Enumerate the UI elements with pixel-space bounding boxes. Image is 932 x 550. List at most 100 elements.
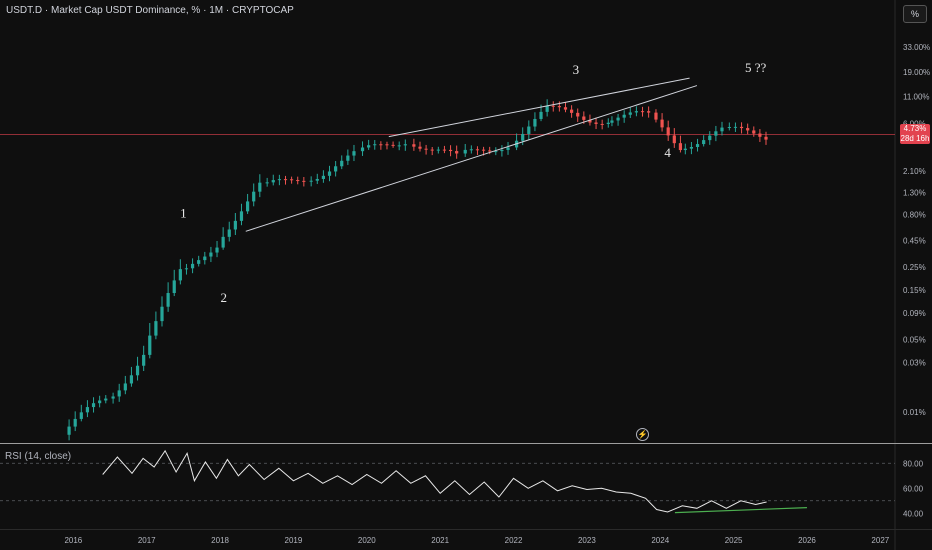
candle-body (391, 144, 395, 146)
candle-body (702, 140, 706, 145)
candle-body (576, 112, 580, 117)
y-tick-label: 2.10% (903, 167, 926, 176)
candle-body (695, 144, 700, 148)
candle-body (764, 136, 768, 140)
annotations: 1 2 3 4 5 ?? (180, 60, 766, 305)
candle-body (360, 147, 365, 152)
candle-body (533, 118, 537, 127)
current-price-value: 4.73% (903, 124, 927, 133)
candle-body (616, 117, 620, 121)
candle-body (746, 128, 750, 131)
candle-body (527, 126, 531, 134)
candle-body (600, 123, 604, 125)
candle-body (135, 365, 140, 376)
wave-label: 3 (573, 62, 580, 77)
candle-body (397, 145, 401, 147)
candle-body (469, 149, 473, 151)
candle-body (689, 147, 694, 149)
candle-body (148, 335, 152, 355)
rsi-title: RSI (14, close) (5, 451, 72, 462)
candle-body (373, 144, 377, 146)
candle-body (142, 354, 146, 366)
candle-body (448, 149, 453, 152)
wave-label: 4 (664, 145, 671, 160)
candle-body (184, 268, 189, 270)
candle-body (506, 147, 510, 150)
candle-body (258, 182, 262, 192)
candle-body (640, 111, 645, 113)
candle-body (385, 144, 389, 146)
candle-body (265, 182, 269, 184)
candle-body (551, 105, 555, 107)
candle-body (418, 146, 422, 149)
candle-body (582, 116, 586, 120)
candle-body (190, 263, 195, 269)
rsi-line (102, 449, 767, 513)
candle-body (379, 144, 383, 146)
y-tick-label: 19.00% (903, 68, 930, 77)
candle-body (166, 293, 170, 307)
candle-body (252, 191, 256, 202)
candle-body (557, 106, 561, 108)
y-tick-label: 0.03% (903, 358, 926, 367)
y-tick-label: 0.80% (903, 210, 926, 219)
x-tick-label: 2021 (431, 536, 449, 545)
candle-body (172, 280, 176, 294)
candle-body (367, 145, 371, 148)
candle-body (666, 127, 670, 136)
candle-body (622, 114, 626, 118)
candle-body (733, 126, 738, 128)
candle-body (203, 256, 207, 261)
candle-body (500, 149, 504, 152)
candle-body (594, 122, 598, 124)
candle-body (683, 148, 687, 151)
x-tick-label: 2019 (285, 536, 303, 545)
candle-body (545, 105, 549, 112)
candle-body (455, 151, 459, 154)
wave-label: 2 (221, 290, 228, 305)
candle-body (672, 135, 676, 144)
candle-body (588, 119, 592, 123)
candle-body (334, 166, 338, 172)
candle-body (233, 220, 237, 230)
wave-label: 5 ?? (745, 60, 767, 75)
candle-body (610, 120, 614, 123)
wave-label: 1 (180, 205, 187, 220)
candle-body (67, 426, 71, 435)
x-tick-label: 2023 (578, 536, 596, 545)
y-tick-label: 11.00% (903, 92, 930, 101)
axes: 33.00%19.00%11.00%6.00%2.10%1.30%0.80%0.… (64, 43, 930, 545)
x-tick-label: 2027 (871, 536, 889, 545)
candle-body (85, 407, 90, 413)
candle-body (488, 150, 492, 152)
candle-body (239, 211, 244, 221)
x-tick-label: 2026 (798, 536, 816, 545)
candle-body (739, 126, 744, 129)
rsi-divergence-trendline (674, 507, 807, 514)
candle-body (154, 321, 158, 336)
rsi-pane: 80.00 60.00 40.00 (0, 449, 924, 518)
candle-body (660, 119, 664, 128)
candle-body (436, 149, 440, 151)
candle-body (245, 201, 250, 212)
scale-percent-button[interactable]: % (903, 5, 927, 23)
lightning-alert-icon[interactable]: ⚡ (636, 428, 649, 441)
candle-body (570, 109, 574, 113)
candle-body (321, 175, 325, 179)
candle-body (302, 180, 306, 182)
candle-body (727, 127, 731, 129)
candle-body (327, 171, 332, 176)
candle-body (412, 144, 416, 147)
candle-body (654, 112, 658, 120)
candle-body (111, 396, 115, 399)
y-tick-label: 0.15% (903, 286, 926, 295)
candle-body (98, 400, 102, 404)
candle-body (628, 112, 632, 115)
candle-body (424, 148, 428, 150)
candle-body (104, 398, 108, 401)
candle-body (91, 403, 96, 408)
candle-body (442, 149, 447, 151)
candle-body (563, 107, 568, 110)
